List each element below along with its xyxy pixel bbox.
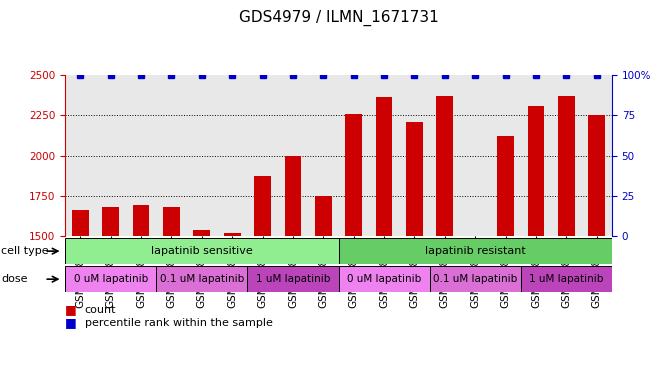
Text: 0 uM lapatinib: 0 uM lapatinib: [347, 274, 421, 284]
Text: lapatinib sensitive: lapatinib sensitive: [151, 246, 253, 256]
Bar: [133, 205, 150, 236]
Bar: [102, 207, 119, 236]
Text: dose: dose: [1, 274, 28, 284]
Bar: [156, 266, 247, 292]
Bar: [430, 266, 521, 292]
Bar: [193, 230, 210, 236]
Text: ■: ■: [65, 316, 77, 329]
Bar: [345, 114, 362, 236]
Bar: [72, 210, 89, 236]
Bar: [558, 96, 575, 236]
Bar: [589, 115, 605, 236]
Bar: [254, 177, 271, 236]
Bar: [406, 122, 423, 236]
Text: 0 uM lapatinib: 0 uM lapatinib: [74, 274, 148, 284]
Text: cell type: cell type: [1, 246, 49, 256]
Bar: [339, 266, 430, 292]
Text: ■: ■: [65, 303, 77, 316]
Text: 0.1 uM lapatinib: 0.1 uM lapatinib: [433, 274, 518, 284]
Bar: [436, 96, 453, 236]
Bar: [284, 156, 301, 236]
Bar: [521, 266, 612, 292]
Text: 1 uM lapatinib: 1 uM lapatinib: [256, 274, 330, 284]
Text: 1 uM lapatinib: 1 uM lapatinib: [529, 274, 603, 284]
Bar: [527, 106, 544, 236]
Bar: [65, 238, 339, 264]
Bar: [339, 238, 612, 264]
Bar: [376, 98, 393, 236]
Bar: [315, 196, 331, 236]
Bar: [65, 266, 156, 292]
Bar: [247, 266, 339, 292]
Text: count: count: [85, 305, 116, 314]
Text: 0.1 uM lapatinib: 0.1 uM lapatinib: [159, 274, 244, 284]
Bar: [224, 233, 240, 236]
Text: lapatinib resistant: lapatinib resistant: [425, 246, 525, 256]
Text: percentile rank within the sample: percentile rank within the sample: [85, 318, 273, 328]
Bar: [163, 207, 180, 236]
Bar: [497, 136, 514, 236]
Text: GDS4979 / ILMN_1671731: GDS4979 / ILMN_1671731: [239, 10, 438, 26]
